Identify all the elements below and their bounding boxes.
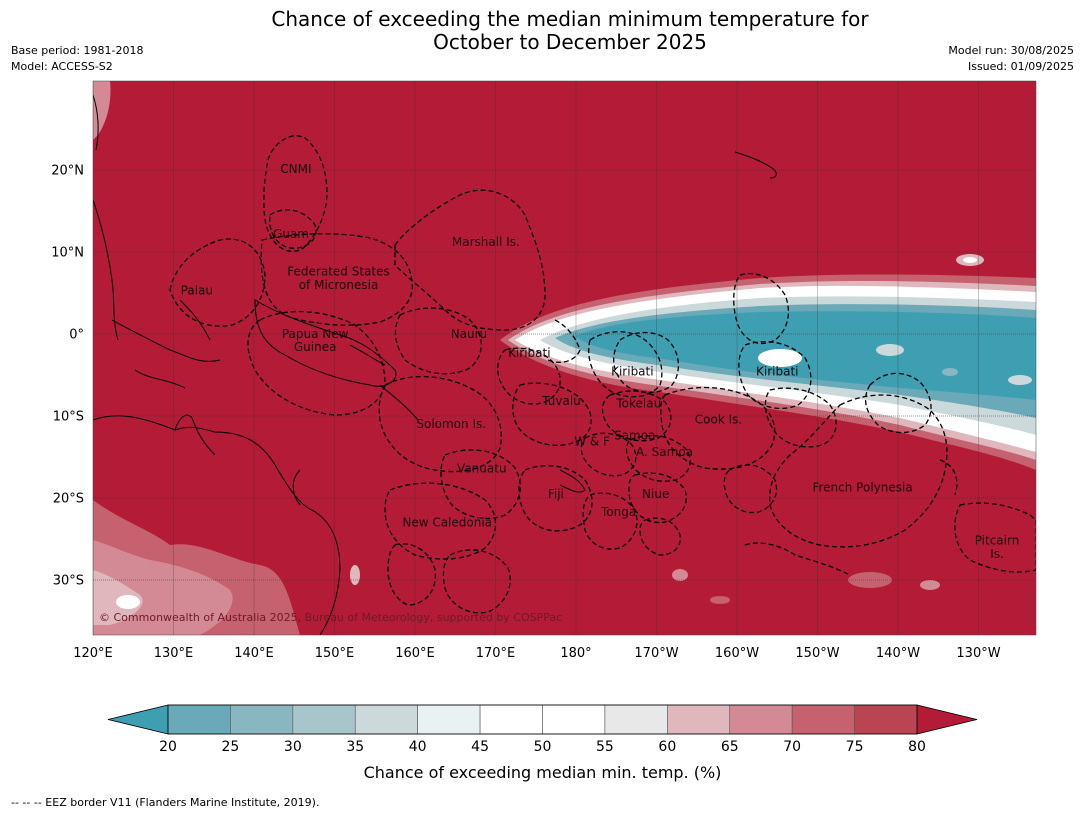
colorbar-segments — [167, 704, 918, 735]
colorbar-segment — [729, 704, 793, 735]
map-region-label: Guinea — [294, 340, 337, 354]
map-region-label: Samoa — [614, 429, 655, 443]
map-frame — [92, 80, 1037, 636]
colorbar-segment — [604, 704, 668, 735]
colorbar-tick-label: 45 — [471, 739, 489, 755]
map-region-label: Is. — [990, 547, 1004, 561]
colorbar-tick-label: 25 — [222, 739, 240, 755]
colorbar-segment — [479, 704, 543, 735]
graticule — [93, 81, 1036, 635]
model-run: Model run: 30/08/2025 — [948, 44, 1074, 57]
longitude-tick-label: 130°E — [154, 646, 194, 661]
latitude-tick-label: 20°S — [53, 492, 84, 507]
map-region-label: A. Samoa — [636, 445, 693, 459]
map-region-label: Cook Is. — [695, 412, 742, 426]
map-region-label: French Polynesia — [812, 480, 912, 494]
colorbar-segment — [667, 704, 731, 735]
map-region-label: Guam — [273, 227, 309, 241]
colorbar-tick-label: 55 — [596, 739, 614, 755]
colorbar-tick-label: 40 — [409, 739, 427, 755]
map-region-label: Niue — [642, 487, 669, 501]
colorbar-tick-label: 65 — [721, 739, 739, 755]
latitude-tick-label: 30°S — [53, 574, 84, 589]
run-info: Model run: 30/08/2025 Issued: 01/09/2025 — [948, 43, 1074, 75]
eez-footnote: -- -- -- EEZ border V11 (Flanders Marine… — [11, 796, 320, 809]
longitude-tick-label: 150°E — [315, 646, 355, 661]
map-region-label: Tonga — [600, 505, 636, 519]
latitude-tick-label: 20°N — [51, 164, 84, 179]
map-region-label: Federated States — [287, 265, 389, 279]
southern-light-patches — [93, 81, 984, 635]
colorbar-tick-label: 50 — [534, 739, 552, 755]
model-name: Model: ACCESS-S2 — [11, 60, 113, 73]
map-region-label: of Micronesia — [299, 278, 379, 292]
map-region-label: Nauru — [451, 327, 487, 341]
map-region-label: Kiribati — [508, 346, 550, 360]
copyright-notice: © Commonwealth of Australia 2025, Bureau… — [99, 611, 562, 624]
colorbar: 20 25 30 35 40 45 50 55 60 65 70 75 80 Chance of exc… — [107, 704, 978, 782]
longitude-tick-label: 160°E — [395, 646, 435, 661]
latitude-tick-label: 10°S — [53, 410, 84, 425]
base-period: Base period: 1981-2018 — [11, 44, 144, 57]
map-region-label: Pitcairn — [975, 534, 1020, 548]
latitude-tick-label: 0° — [69, 328, 84, 343]
eez-borders — [169, 135, 1036, 614]
colorbar-over-arrow — [916, 704, 978, 735]
map-region-label: Marshall Is. — [452, 235, 520, 249]
longitude-tick-label: 180° — [560, 646, 591, 661]
map-region-label: Tokelau — [615, 397, 661, 411]
map-region-label: W & F — [574, 434, 610, 448]
map-region-label: Vanuatu — [457, 461, 507, 475]
title-line-2: October to December 2025 — [433, 30, 707, 54]
base-info: Base period: 1981-2018 Model: ACCESS-S2 — [11, 43, 143, 75]
colorbar-segment — [292, 704, 356, 735]
map-region-label: New Caledonia — [402, 516, 492, 530]
longitude-tick-label: 140°W — [876, 646, 920, 661]
longitude-tick-label: 170°E — [476, 646, 516, 661]
map-title: Chance of exceeding the median minimum t… — [0, 8, 1085, 54]
latitude-tick-label: 10°N — [51, 246, 84, 261]
colorbar-under-arrow — [107, 704, 169, 735]
map-region-label: Papua New — [282, 327, 349, 341]
longitude-tick-label: 170°W — [634, 646, 678, 661]
colorbar-label: Chance of exceeding median min. temp. (%… — [364, 763, 722, 782]
colorbar-tick-label: 80 — [908, 739, 926, 755]
map-region-label: CNMI — [280, 162, 311, 176]
equatorial-tongue — [500, 274, 1036, 470]
map-region-label: Palau — [181, 284, 213, 298]
longitude-tick-label: 150°W — [795, 646, 839, 661]
colorbar-segment — [417, 704, 481, 735]
longitude-tick-label: 140°E — [234, 646, 274, 661]
colorbar-frame — [167, 704, 918, 735]
coastlines — [93, 94, 777, 635]
colorbar-segment — [791, 704, 855, 735]
longitude-tick-label: 130°W — [956, 646, 1000, 661]
colorbar-tick-label: 20 — [159, 739, 177, 755]
longitude-tick-label: 120°E — [73, 646, 113, 661]
longitude-tick-label: 160°W — [715, 646, 759, 661]
map-region-label: Tuvalu — [541, 394, 581, 408]
longitude-ticks: 120°E 130°E 140°E 150°E 160°E 170°E 180° 170°W 1… — [73, 646, 1000, 661]
colorbar-ticks: 20 25 30 35 40 45 50 55 60 65 70 75 80 — [159, 739, 926, 755]
colorbar-tick-label: 75 — [846, 739, 864, 755]
colorbar-segment — [854, 704, 918, 735]
colorbar-tick-label: 70 — [783, 739, 801, 755]
colorbar-segment — [354, 704, 418, 735]
map-region-label: Fiji — [548, 487, 564, 501]
colorbar-segment — [167, 704, 231, 735]
map-region-label: Kiribati — [611, 365, 653, 379]
latitude-ticks: 20°N 10°N 0° 10°S 20°S 30°S — [51, 164, 84, 589]
map-region-label: Kiribati — [756, 365, 798, 379]
colorbar-tick-label: 60 — [658, 739, 676, 755]
colorbar-tick-label: 30 — [284, 739, 302, 755]
colorbar-tick-label: 35 — [346, 739, 364, 755]
colorbar-segment — [230, 704, 294, 735]
colorbar-segment — [542, 704, 606, 735]
title-line-1: Chance of exceeding the median minimum t… — [271, 7, 869, 31]
issued-date: Issued: 01/09/2025 — [967, 60, 1074, 73]
map-region-label: Solomon Is. — [416, 417, 486, 431]
